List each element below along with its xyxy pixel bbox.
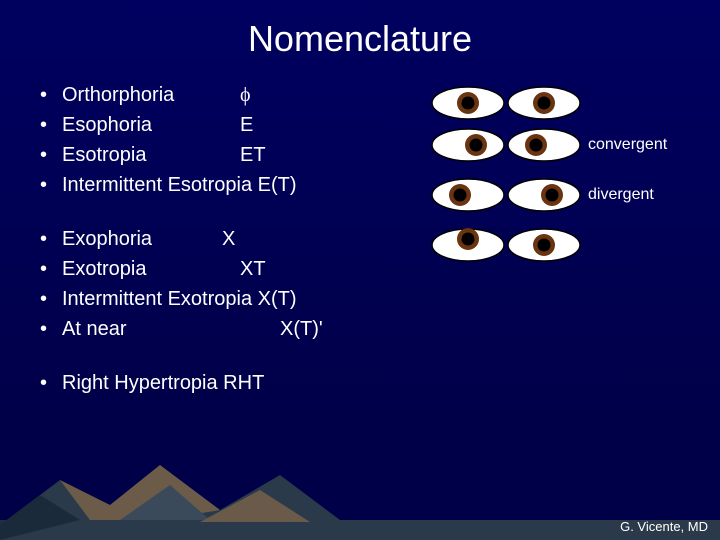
list-item: •At nearX(T)': [40, 314, 720, 344]
term-text: At near: [62, 314, 280, 344]
bullet-icon: •: [40, 224, 62, 254]
list-item: •Intermittent Exotropia X(T): [40, 284, 720, 314]
bullet-icon: •: [40, 80, 62, 110]
symbol-text: E: [240, 110, 253, 140]
slide-title: Nomenclature: [0, 0, 720, 70]
bullet-icon: •: [40, 314, 62, 344]
bullet-icon: •: [40, 110, 62, 140]
eye-label: convergent: [588, 136, 667, 154]
symbol-text: X(T)': [280, 314, 323, 344]
term-text: Orthorphoria: [62, 80, 240, 110]
term-text: Exophoria: [62, 224, 222, 254]
term-text: Esophoria: [62, 110, 240, 140]
bullet-icon: •: [40, 254, 62, 284]
term-text: Exotropia: [62, 254, 240, 284]
term-text: Esotropia: [62, 140, 240, 170]
bullet-icon: •: [40, 140, 62, 170]
symbol-text: XT: [240, 254, 266, 284]
bullet-icon: •: [40, 170, 62, 200]
eye-pair: [430, 85, 700, 121]
bullet-icon: •: [40, 368, 62, 398]
eye-diagrams: convergent divergent: [430, 85, 700, 269]
term-text: Right Hypertropia RHT: [62, 368, 362, 398]
bullet-icon: •: [40, 284, 62, 314]
credit-text: G. Vicente, MD: [620, 519, 708, 534]
term-text: Intermittent Esotropia E(T): [62, 170, 362, 200]
group-hyper: •Right Hypertropia RHT: [40, 368, 720, 398]
eye-pair: convergent: [430, 127, 700, 163]
eye-label: divergent: [588, 186, 654, 204]
symbol-text: ϕ: [240, 80, 251, 110]
mountain-art: [0, 450, 720, 540]
eye-pair: divergent: [430, 177, 700, 213]
list-item: •Right Hypertropia RHT: [40, 368, 720, 398]
symbol-text: ET: [240, 140, 266, 170]
eye-pair: [430, 227, 700, 263]
term-text: Intermittent Exotropia X(T): [62, 284, 362, 314]
symbol-text: X: [222, 224, 235, 254]
